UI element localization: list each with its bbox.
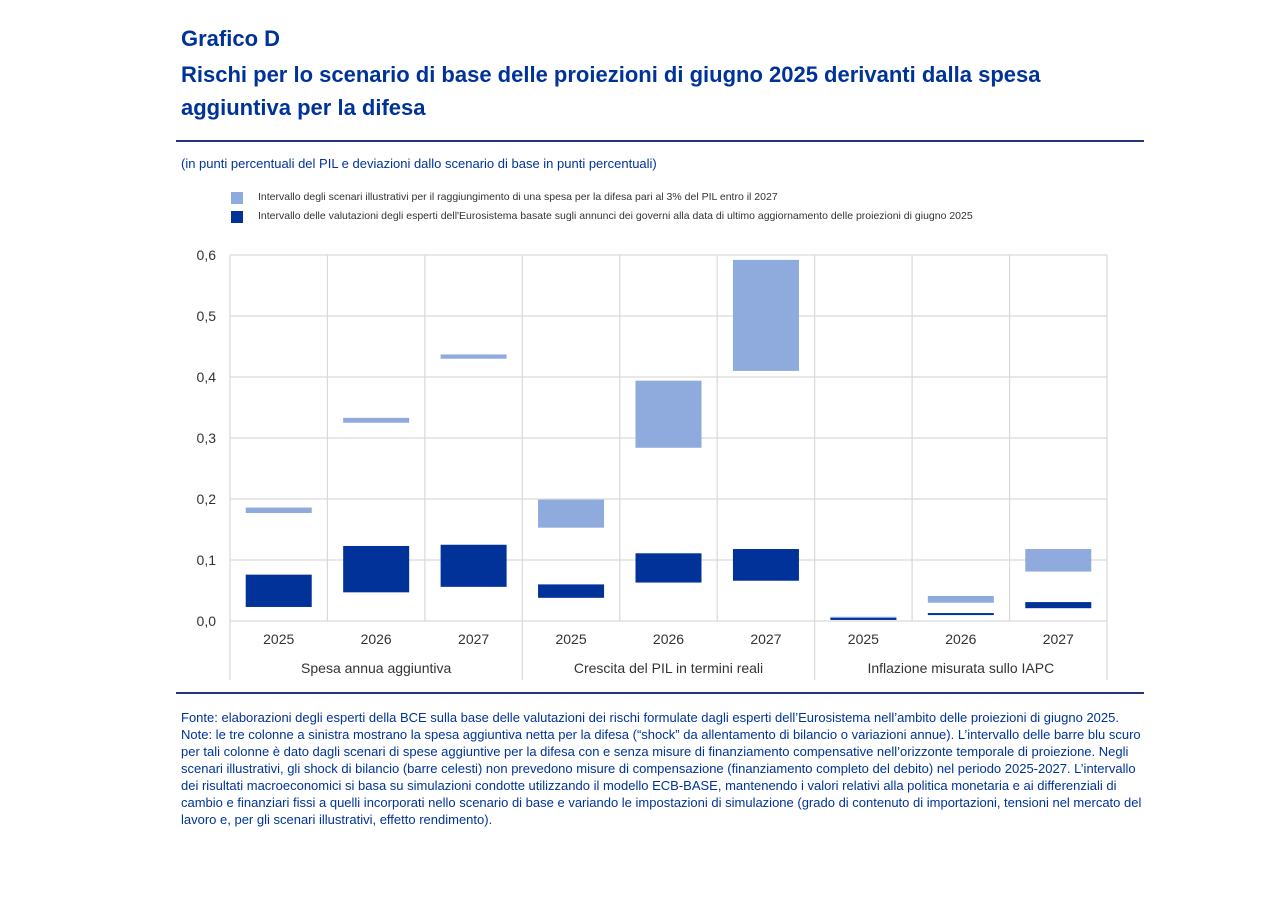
legend-swatch-dark [231, 211, 243, 223]
y-axis-ticks: 0,0 0,1 0,2 0,3 0,4 0,5 0,6 [197, 247, 217, 629]
y-tick-label: 0,5 [197, 308, 217, 324]
chart-subtitle: (in punti percentuali del PIL e deviazio… [181, 156, 657, 171]
x-axis-groups: Spesa annua aggiuntiva Crescita del PIL i… [301, 660, 1054, 676]
title-block: Grafico D Rischi per lo scenario di base… [181, 24, 1141, 124]
notes-text: Note: le tre colonne a sinistra mostrano… [181, 727, 1142, 827]
bar-eurosystem-range [440, 544, 507, 587]
bar-illustrative-range [1025, 549, 1092, 572]
bar-illustrative-range [732, 259, 799, 371]
y-tick-label: 0,4 [197, 369, 217, 385]
bar-eurosystem-range [1025, 602, 1092, 609]
group-label: Crescita del PIL in termini reali [574, 660, 763, 676]
y-tick-label: 0,6 [197, 247, 217, 263]
footnote: Fonte: elaborazioni degli esperti della … [181, 709, 1146, 828]
legend-item-dark: Intervallo delle valutazioni degli esper… [231, 210, 1101, 223]
x-tick-label: 2027 [750, 631, 781, 647]
group-label: Spesa annua aggiuntiva [301, 660, 451, 676]
legend-item-light: Intervallo degli scenari illustrativi pe… [231, 191, 1101, 204]
bar-eurosystem-range [732, 549, 799, 581]
x-tick-label: 2025 [263, 631, 294, 647]
top-divider [176, 140, 1144, 142]
source-note: Fonte: elaborazioni degli esperti della … [181, 710, 1119, 725]
y-tick-label: 0,0 [197, 613, 217, 629]
figure-label: Grafico D [181, 26, 281, 51]
bar-illustrative-range [927, 595, 994, 603]
bar-illustrative-range [635, 380, 702, 448]
legend-swatch-light [231, 192, 243, 204]
x-tick-label: 2026 [945, 631, 976, 647]
chart-title: Rischi per lo scenario di base delle pro… [181, 62, 1041, 120]
x-axis-ticks: 2025 2026 2027 2025 2026 2027 2025 2026 2027 [263, 631, 1074, 647]
x-tick-label: 2025 [848, 631, 879, 647]
group-label: Inflazione misurata sullo IAPC [867, 660, 1054, 676]
legend-label-light: Intervallo degli scenari illustrativi pe… [258, 191, 778, 203]
x-tick-label: 2026 [361, 631, 392, 647]
grid-lines [229, 254, 1108, 680]
bar-illustrative-range [440, 354, 507, 359]
legend: Intervallo degli scenari illustrativi pe… [231, 191, 1101, 229]
bottom-divider [176, 692, 1144, 694]
bar-eurosystem-range [830, 617, 897, 620]
x-tick-label: 2027 [1043, 631, 1074, 647]
bar-eurosystem-range [927, 613, 994, 616]
bar-eurosystem-range [635, 553, 702, 583]
bar-illustrative-range [538, 499, 605, 528]
y-tick-label: 0,3 [197, 430, 217, 446]
y-tick-label: 0,2 [197, 491, 217, 507]
bar-eurosystem-range [245, 574, 312, 607]
bar-illustrative-range [245, 507, 312, 514]
y-tick-label: 0,1 [197, 552, 217, 568]
bar-illustrative-range [343, 417, 410, 423]
range-bar-chart: 0,00,10,20,30,40,50,6 2025 2026 2027 2025 20… [197, 247, 1108, 680]
x-tick-label: 2026 [653, 631, 684, 647]
bars [245, 259, 1092, 620]
legend-label-dark: Intervallo delle valutazioni degli esper… [258, 210, 973, 222]
x-tick-label: 2027 [458, 631, 489, 647]
bar-eurosystem-range [538, 584, 605, 598]
x-tick-label: 2025 [555, 631, 586, 647]
bar-eurosystem-range [343, 545, 410, 593]
